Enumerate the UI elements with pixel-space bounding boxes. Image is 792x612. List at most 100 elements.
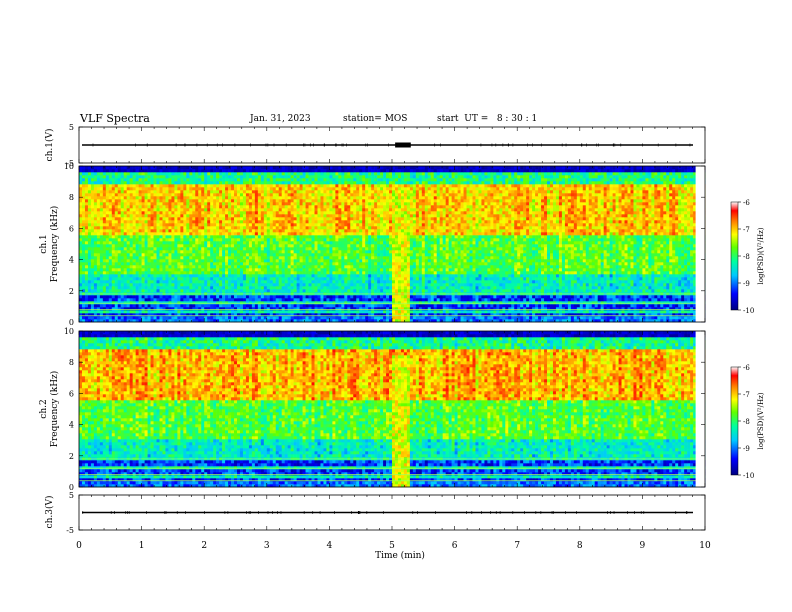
spectrogram-cell [433, 277, 438, 281]
spectrogram-cell [526, 286, 530, 290]
spectrogram-cell [162, 271, 166, 275]
spectrogram-cell [472, 316, 476, 320]
spectrogram-cell [681, 307, 685, 311]
spectrogram-cell [469, 283, 473, 287]
spectrogram-cell [576, 295, 581, 299]
spectrogram-cell [236, 262, 241, 266]
spectrogram-cell [624, 274, 628, 278]
spectrogram-cell [639, 265, 643, 269]
spectrogram-cell [475, 298, 479, 302]
spectrogram-cell [612, 316, 616, 320]
spectrogram-cell [687, 307, 691, 311]
spectrogram-cell [135, 265, 139, 269]
spectrogram-cell [573, 271, 578, 275]
spectrogram-cell [606, 310, 610, 314]
spectrogram-cell [332, 295, 336, 299]
spectrogram-cell [359, 265, 363, 269]
spectrogram-cell [204, 265, 208, 269]
spectrogram-cell [320, 286, 324, 290]
spectrogram-cell [308, 265, 312, 269]
spectrogram-cell [672, 316, 676, 320]
spectrogram-cell [502, 283, 506, 287]
spectrogram-cell [245, 310, 250, 314]
spectrogram-cell [511, 274, 515, 278]
spectrogram-cell [508, 259, 512, 263]
spectrogram-cell [529, 265, 533, 269]
spectrogram-cell [564, 268, 569, 272]
spectrogram-cell [496, 289, 500, 293]
spectrogram-cell [511, 295, 515, 299]
spectrogram-cell [198, 256, 202, 260]
spectrogram-cell [576, 289, 581, 293]
spectrogram-cell [386, 304, 390, 308]
spectrogram-cell [126, 253, 130, 257]
spectrogram-cell [576, 298, 581, 302]
spectrogram-cell [281, 286, 285, 290]
spectrogram-cell [84, 277, 89, 281]
spectrogram-cell [159, 307, 163, 311]
spectrogram-cell [603, 262, 607, 266]
spectrogram-cell [180, 319, 184, 323]
spectrogram-cell [102, 277, 107, 281]
spectrogram-cell [123, 289, 127, 293]
spectrogram-cell [451, 316, 455, 320]
spectrogram-cell [451, 310, 455, 314]
spectrogram-cell [210, 301, 214, 305]
spectrogram-cell [526, 265, 530, 269]
spectrogram-cell [341, 277, 345, 281]
spectrogram-cell [174, 268, 178, 272]
spectrogram-cell [272, 262, 277, 266]
spectrogram-cell [210, 283, 214, 287]
spectrogram-cell [654, 304, 658, 308]
spectrogram-cell [150, 280, 154, 284]
spectrogram-cell [317, 310, 321, 314]
spectrogram-cell [436, 262, 440, 266]
spectrogram-cell [389, 262, 393, 266]
spectrogram-cell [505, 298, 509, 302]
spectrogram-cell [308, 313, 312, 317]
spectrogram-cell [570, 313, 575, 317]
spectrogram-cell [132, 253, 136, 257]
spectrogram-cell [466, 304, 470, 308]
spectrogram-cell [654, 301, 658, 305]
spectrogram-cell [272, 268, 277, 272]
spectrogram-cell [234, 319, 238, 323]
spectrogram-cell [463, 307, 467, 311]
spectrogram-cell [266, 289, 271, 293]
spectrogram-cell [311, 277, 315, 281]
spectrogram-cell [567, 307, 572, 311]
spectrogram-cell [266, 259, 271, 263]
spectrogram-cell [371, 313, 375, 317]
spectrogram-cell [627, 298, 631, 302]
spectrogram-cell [183, 283, 187, 287]
spectrogram-cell [150, 307, 154, 311]
spectrogram-cell [108, 295, 113, 299]
spectrogram-cell [392, 265, 396, 269]
spectrogram-cell [219, 313, 223, 317]
spectrogram-cell [573, 283, 578, 287]
spectrogram-cell [532, 307, 536, 311]
spectrogram-cell [418, 265, 423, 269]
spectrogram-cell [93, 295, 98, 299]
spectrogram-cell [204, 289, 208, 293]
spectrogram-cell [90, 271, 95, 275]
spectrogram-cell [627, 301, 631, 305]
spectrogram-cell [362, 280, 366, 284]
spectrogram-cell [132, 268, 136, 272]
spectrogram-cell [234, 298, 238, 302]
spectrogram-cell [588, 295, 593, 299]
spectrogram-cell [308, 259, 312, 263]
spectrogram-cell [430, 319, 435, 323]
spectrogram-cell [174, 259, 178, 263]
spectrogram-cell [117, 283, 122, 287]
spectrogram-cell [257, 310, 262, 314]
spectrogram-cell [594, 316, 598, 320]
spectrogram-cell [79, 298, 83, 302]
spectrogram-cell [156, 283, 160, 287]
spectrogram-cell [502, 265, 506, 269]
spectrogram-cell [210, 256, 214, 260]
spectrogram-cell [314, 313, 318, 317]
spectrogram-cell [663, 310, 667, 314]
spectrogram-cell [195, 316, 199, 320]
spectrogram-cell [219, 262, 223, 266]
